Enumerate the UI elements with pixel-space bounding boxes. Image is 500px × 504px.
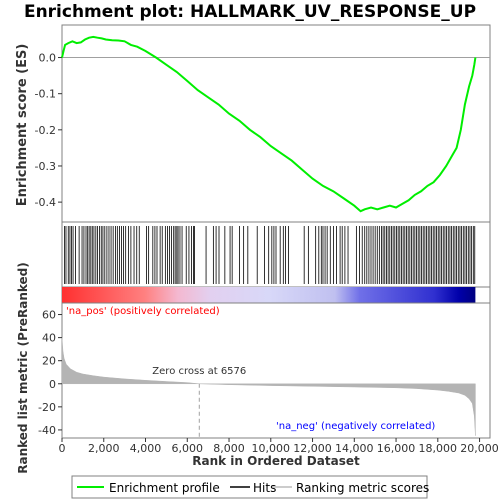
es-panel: 0.0 -0.1 -0.2 -0.3 -0.4 Enrichment score (ES…	[15, 24, 491, 223]
x-tick-label: 4,000	[130, 442, 162, 455]
x-axis: 0 2,000 4,000 6,000 8,000 10,000 12,000 14,000 1…	[59, 438, 499, 455]
legend-metric-label: Ranking metric scores	[296, 481, 429, 495]
hit-markers	[64, 226, 476, 284]
es-y-axis: 0.0 -0.1 -0.2 -0.3 -0.4	[35, 52, 62, 209]
es-tick-label: 0.0	[39, 52, 57, 65]
metric-y-axis: 60 40 20 0 -20 -40	[38, 309, 62, 437]
es-y-axis-label: Enrichment score (ES)	[15, 44, 30, 207]
x-tick-label: 0	[59, 442, 66, 455]
x-tick-label: 8,000	[213, 442, 245, 455]
legend-hits-label: Hits	[253, 481, 276, 495]
es-tick-label: -0.3	[35, 160, 56, 173]
x-tick-label: 20,000	[460, 442, 499, 455]
ranking-metric-area	[61, 337, 476, 436]
hits-panel	[61, 221, 491, 288]
metric-tick-label: 60	[42, 309, 56, 322]
es-tick-label: -0.1	[35, 88, 56, 101]
x-tick-label: 2,000	[88, 442, 120, 455]
x-axis-label: Rank in Ordered Dataset	[192, 454, 360, 468]
metric-tick-label: -40	[38, 424, 56, 437]
x-tick-label: 6,000	[172, 442, 204, 455]
rank-color-fill	[62, 287, 476, 303]
metric-tick-label: 0	[49, 378, 56, 391]
es-tick-label: -0.4	[35, 196, 56, 209]
zero-cross-label: Zero cross at 6576	[152, 366, 246, 377]
x-tick-label: 18,000	[419, 442, 458, 455]
chart-title: Enrichment plot: HALLMARK_UV_RESPONSE_UP	[24, 2, 476, 22]
enrichment-profile-line	[61, 35, 477, 213]
es-panel-frame	[61, 24, 491, 223]
rank-color-bar	[61, 286, 491, 304]
metric-panel-frame	[61, 302, 491, 439]
metric-y-axis-label: Ranked list metric (PreRanked)	[16, 262, 30, 474]
es-tick-label: -0.2	[35, 124, 56, 137]
x-tick-label: 12,000	[293, 442, 332, 455]
x-tick-label: 10,000	[252, 442, 291, 455]
legend: Enrichment profile Hits Ranking metric s…	[71, 475, 429, 499]
pos-correlated-label: 'na_pos' (positively correlated)	[66, 306, 220, 317]
legend-profile-label: Enrichment profile	[109, 481, 220, 495]
metric-tick-label: 40	[42, 332, 56, 345]
x-tick-label: 14,000	[335, 442, 374, 455]
metric-panel: 60 40 20 0 -20 -40 'na_pos' (positively corre…	[16, 262, 491, 474]
x-tick-label: 16,000	[377, 442, 416, 455]
metric-tick-label: 20	[42, 355, 56, 368]
metric-tick-label: -20	[38, 401, 56, 414]
neg-correlated-label: 'na_neg' (negatively correlated)	[276, 421, 435, 432]
